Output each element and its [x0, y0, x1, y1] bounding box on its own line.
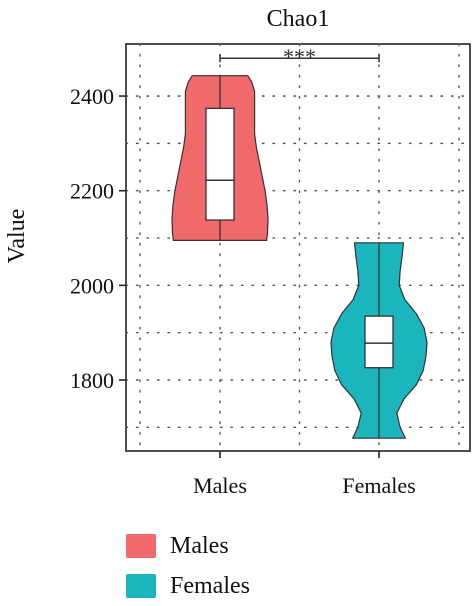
legend-item-females: Females — [126, 566, 250, 606]
y-tick-label: 2400 — [70, 84, 114, 109]
legend-label-females: Females — [170, 572, 250, 599]
y-tick-label: 2000 — [70, 273, 114, 298]
x-tick-label: Females — [342, 473, 415, 498]
box-females — [364, 315, 394, 369]
legend: Males Females — [126, 526, 250, 606]
x-tick-label: Males — [193, 473, 247, 498]
y-axis: 1800 2000 2200 2400 — [70, 84, 126, 393]
legend-label-males: Males — [170, 532, 229, 559]
legend-swatch-males — [126, 534, 156, 558]
x-axis: Males Females — [193, 451, 416, 498]
y-tick-label: 2200 — [70, 179, 114, 204]
legend-item-males: Males — [126, 526, 250, 566]
significance-label: *** — [283, 44, 316, 69]
significance-bracket: *** — [219, 44, 380, 69]
box-plots — [205, 75, 394, 439]
chart-title: Chao1 — [267, 6, 330, 32]
box-males — [205, 107, 235, 221]
grid-lines — [125, 43, 471, 452]
y-axis-title: Value — [4, 209, 30, 264]
legend-swatch-females — [126, 574, 156, 598]
y-tick-label: 1800 — [70, 368, 114, 393]
plot-frame — [125, 43, 471, 452]
